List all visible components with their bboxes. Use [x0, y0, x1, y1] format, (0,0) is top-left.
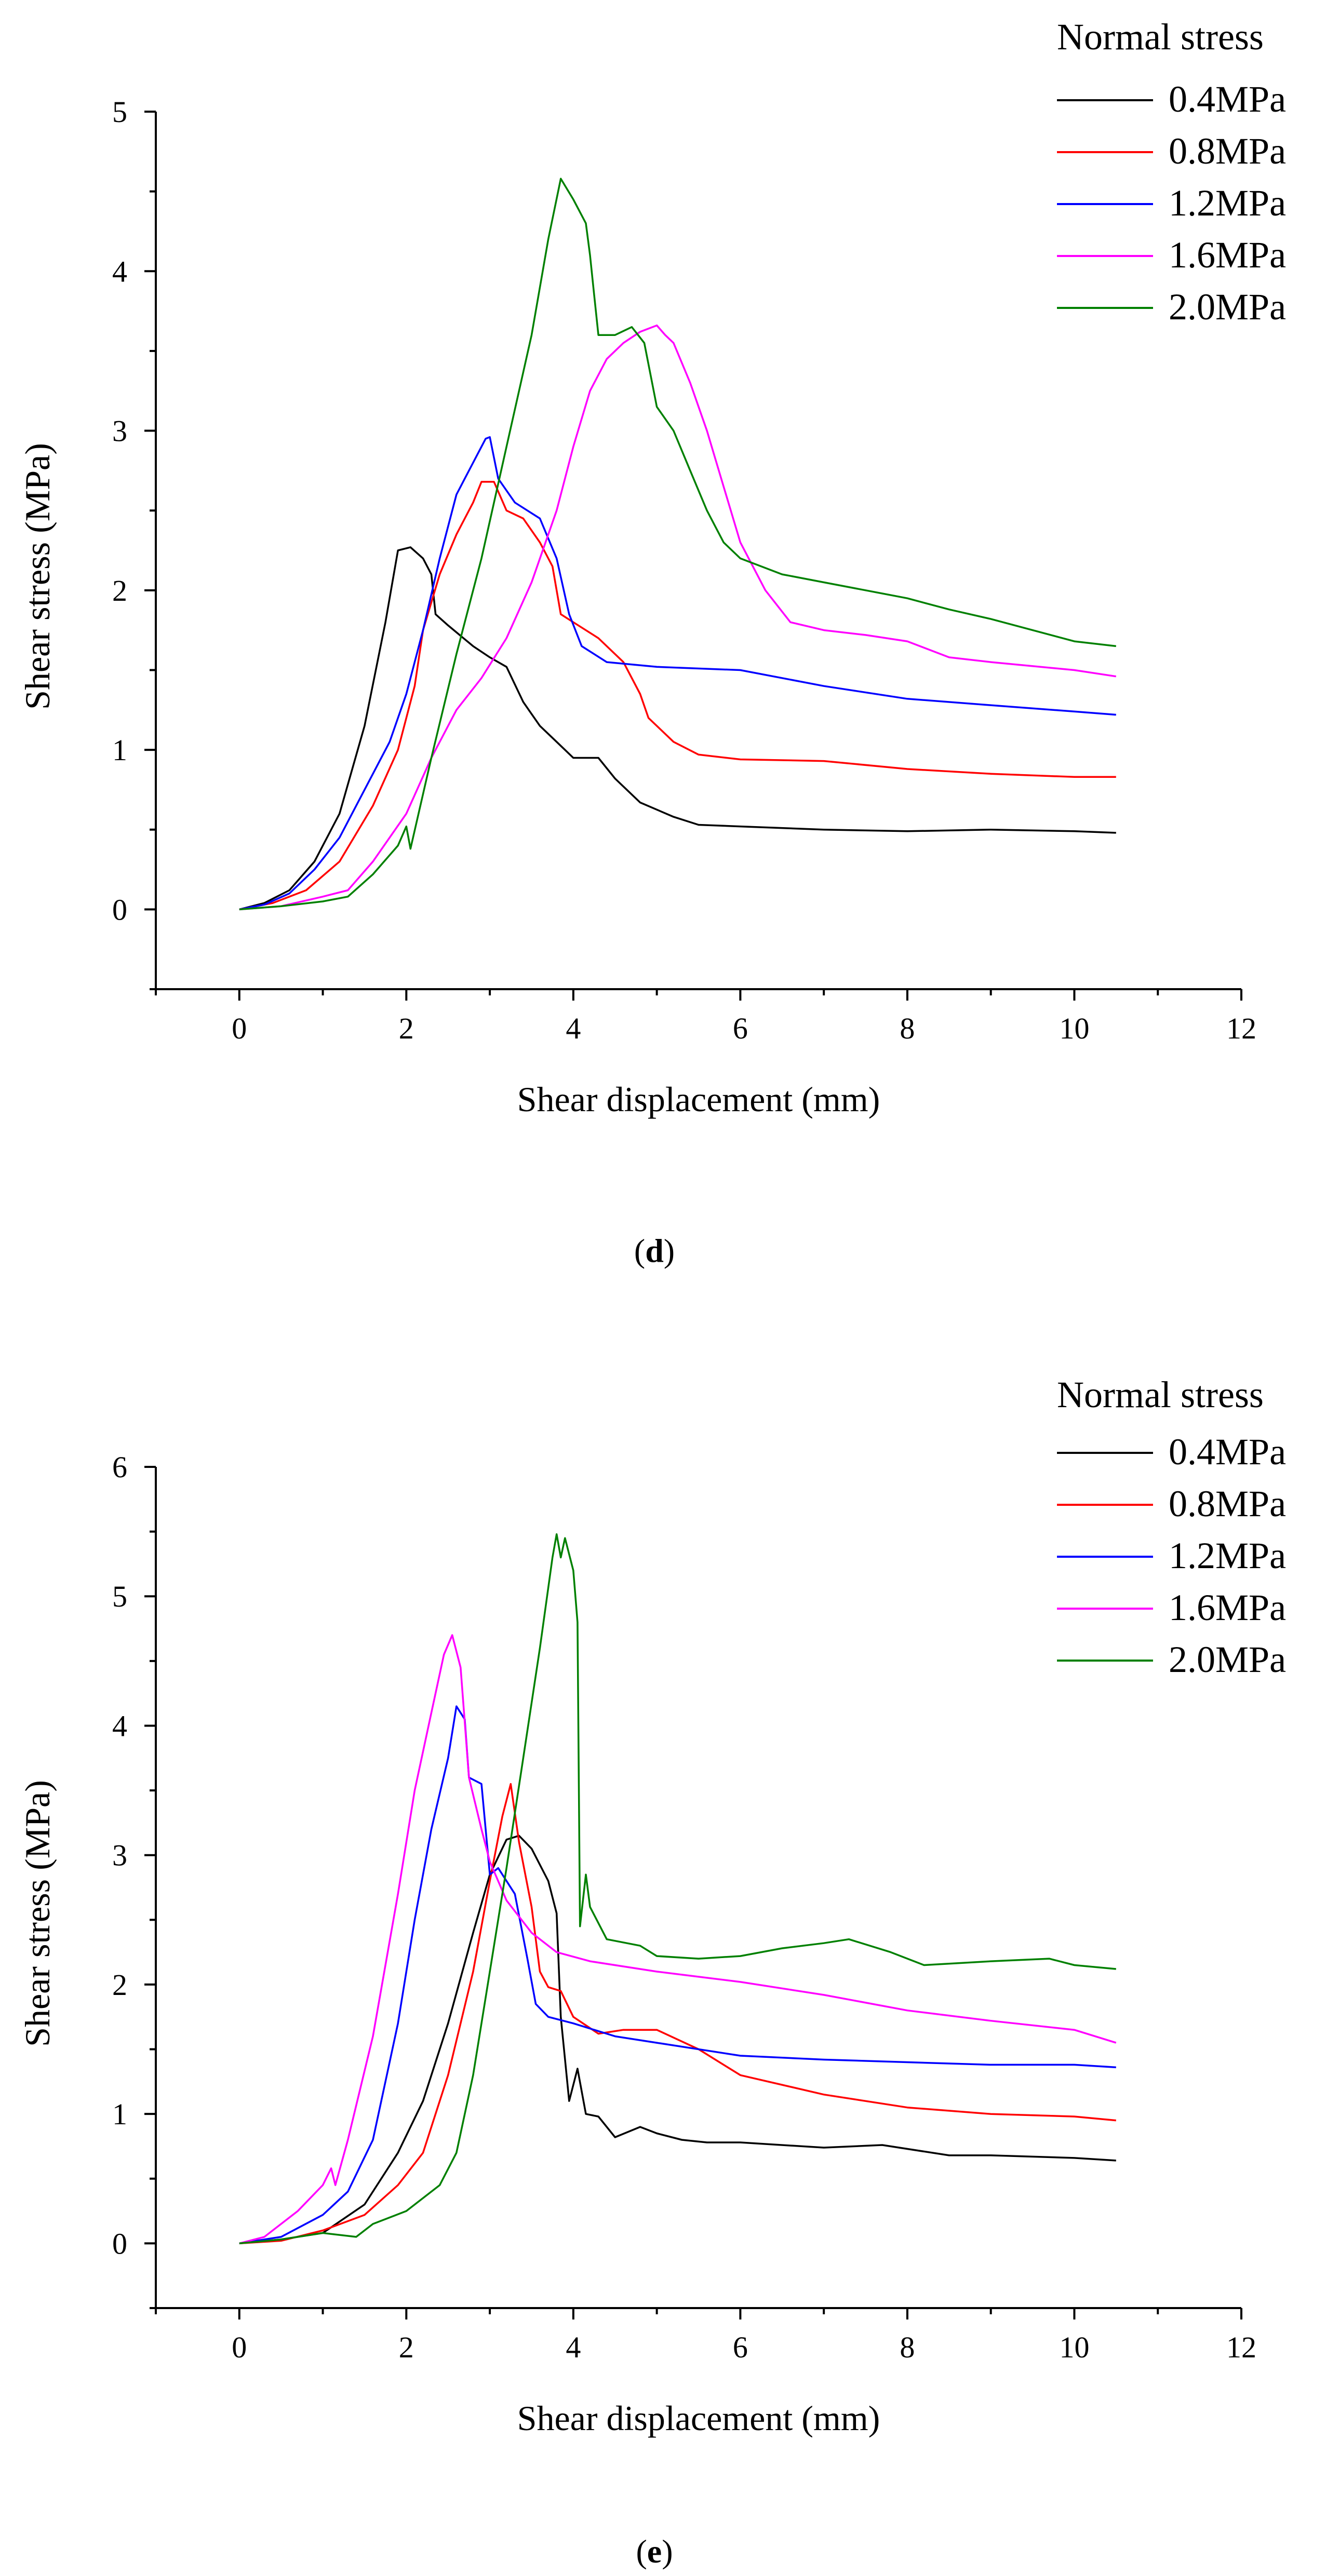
panel-caption: (e) [636, 2533, 673, 2570]
y-tick-label: 3 [112, 1839, 127, 1872]
y-tick-label: 3 [112, 414, 127, 448]
legend: Normal stress 0.4MPa 0.8MPa 1.2MPa 1.6MPa 2.0… [1057, 1374, 1286, 1680]
legend-label: 1.2MPa [1169, 1535, 1286, 1576]
y-tick-label: 5 [112, 95, 127, 129]
legend-title: Normal stress [1057, 1374, 1264, 1415]
legend-title: Normal stress [1057, 16, 1264, 58]
legend-label: 2.0MPa [1169, 1639, 1286, 1680]
legend-label: 0.4MPa [1169, 78, 1286, 120]
legend-label: 1.2MPa [1169, 182, 1286, 224]
x-tick-label: 0 [232, 2330, 247, 2364]
x-tick-label: 12 [1226, 2330, 1256, 2364]
x-tick-label: 8 [900, 2330, 915, 2364]
legend: Normal stress 0.4MPa 0.8MPa 1.2MPa 1.6MPa 2.0… [1057, 16, 1286, 328]
x-tick-label: 10 [1059, 2330, 1089, 2364]
series-line-2.0MPa [239, 178, 1117, 911]
series-line-0.4MPa [239, 1835, 1116, 2245]
x-tick-label: 12 [1226, 1011, 1256, 1045]
series-line-1.6MPa [239, 324, 1117, 911]
y-tick-label: 0 [112, 893, 127, 926]
y-tick-label: 2 [112, 574, 127, 608]
y-tick-label: 5 [112, 1580, 127, 1613]
y-tick-label: 4 [112, 1709, 127, 1743]
y-tick-label: 0 [112, 2227, 127, 2260]
y-axis-title: Shear stress (MPa) [18, 1780, 57, 2047]
x-tick-label: 6 [733, 1011, 748, 1045]
x-tick-label: 0 [232, 1011, 247, 1045]
y-tick-label: 2 [112, 1968, 127, 2002]
x-axis-title: Shear displacement (mm) [517, 1080, 880, 1119]
legend-label: 0.8MPa [1169, 1483, 1286, 1525]
series-line-1.2MPa [239, 436, 1116, 911]
x-tick-label: 4 [566, 1011, 581, 1045]
legend-label: 1.6MPa [1169, 234, 1286, 276]
y-tick-label: 4 [112, 254, 127, 288]
y-tick-label: 1 [112, 2097, 127, 2131]
series-line-0.4MPa [239, 546, 1116, 911]
panel-caption: (d) [634, 1232, 675, 1269]
legend-label: 0.4MPa [1169, 1431, 1286, 1473]
x-tick-label: 2 [399, 2330, 414, 2364]
x-tick-label: 2 [399, 1011, 414, 1045]
y-tick-label: 1 [112, 733, 127, 767]
legend-label: 0.8MPa [1169, 130, 1286, 172]
y-tick-label: 6 [112, 1450, 127, 1484]
legend-label: 2.0MPa [1169, 286, 1286, 328]
x-tick-label: 6 [733, 2330, 748, 2364]
series-line-0.8MPa [239, 1783, 1116, 2245]
x-tick-label: 4 [566, 2330, 581, 2364]
legend-label: 1.6MPa [1169, 1587, 1286, 1628]
series-line-1.6MPa [239, 1634, 1117, 2245]
x-tick-label: 8 [900, 1011, 915, 1045]
series-line-2.0MPa [239, 1533, 1116, 2245]
x-tick-label: 10 [1059, 1011, 1089, 1045]
x-axis-title: Shear displacement (mm) [517, 2398, 880, 2438]
y-axis-title: Shear stress (MPa) [18, 443, 57, 710]
series-line-0.8MPa [239, 481, 1116, 911]
